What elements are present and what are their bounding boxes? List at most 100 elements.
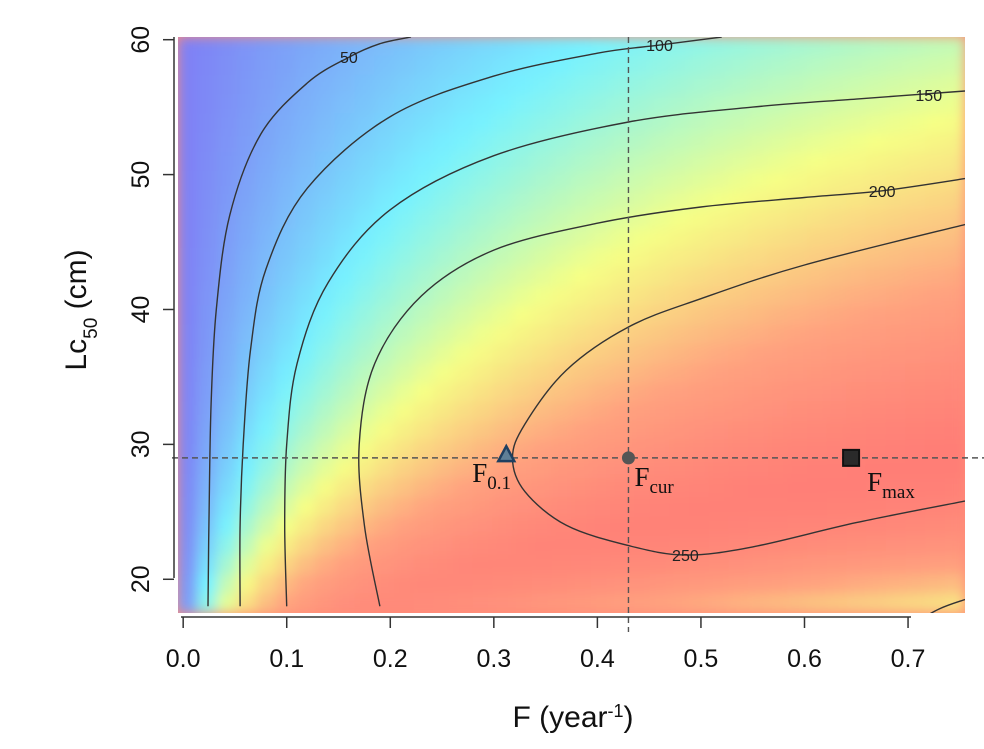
heatmap-cell: [866, 362, 887, 384]
heatmap-cell: [216, 94, 238, 115]
heatmap-cell: [216, 286, 238, 307]
heatmap-cell: [846, 113, 868, 134]
heatmap-cell: [807, 74, 828, 96]
heatmap-cell: [216, 458, 238, 480]
heatmap-cell: [630, 382, 651, 403]
heatmap-cell: [708, 151, 730, 172]
heatmap-cell: [531, 209, 553, 230]
heatmap-cell: [433, 151, 454, 172]
heatmap-cell: [826, 574, 848, 595]
heatmap-cell: [610, 228, 632, 249]
heatmap-cell: [708, 420, 730, 441]
heatmap-cell: [649, 94, 671, 115]
heatmap-cell: [354, 151, 376, 172]
heatmap-cell: [885, 401, 907, 422]
heatmap-cell: [807, 458, 828, 480]
heatmap-cell: [275, 94, 297, 115]
heatmap-cell: [649, 535, 671, 556]
heatmap-cell: [413, 535, 435, 556]
heatmap-cell: [531, 324, 553, 345]
heatmap-cell: [807, 37, 828, 57]
heatmap-cell: [689, 74, 710, 96]
heatmap-cell: [748, 170, 769, 192]
heatmap-cell: [197, 247, 218, 268]
heatmap-cell: [905, 190, 927, 211]
heatmap-cell: [354, 305, 376, 326]
heatmap-cell: [807, 420, 828, 441]
heatmap-cell: [216, 554, 238, 576]
heatmap-cell: [413, 132, 435, 153]
heatmap-cell: [728, 286, 750, 307]
heatmap-cell: [178, 37, 199, 57]
heatmap-cell: [433, 497, 454, 518]
heatmap-cell: [295, 439, 317, 460]
heatmap-cell: [649, 209, 671, 230]
heatmap-cell: [885, 286, 907, 307]
heatmap-cell: [256, 247, 277, 268]
heatmap-cell: [649, 516, 671, 537]
heatmap-cell: [216, 113, 238, 134]
heatmap-cell: [826, 55, 848, 76]
heatmap-cell: [571, 305, 592, 326]
heatmap-cell: [826, 190, 848, 211]
heatmap-cell: [866, 132, 887, 153]
heatmap-cell: [748, 190, 769, 211]
heatmap-cell: [571, 113, 592, 134]
heatmap-cell: [197, 554, 218, 576]
heatmap-cell: [256, 554, 277, 576]
heatmap-cell: [767, 458, 789, 480]
heatmap-cell: [531, 593, 553, 613]
heatmap-cell: [374, 439, 395, 460]
heatmap-cell: [748, 113, 769, 134]
heatmap-cell: [492, 420, 513, 441]
heatmap-cell: [728, 247, 750, 268]
heatmap-cell: [511, 286, 533, 307]
heatmap-cell: [689, 516, 710, 537]
heatmap-cell: [944, 382, 965, 403]
heatmap-cell: [925, 74, 946, 96]
heatmap-cell: [866, 286, 887, 307]
heatmap-cell: [728, 113, 750, 134]
heatmap-cell: [452, 401, 474, 422]
heatmap-cell: [846, 94, 868, 115]
heatmap-cell: [197, 266, 218, 288]
heatmap-cell: [256, 324, 277, 345]
heatmap-cell: [689, 458, 710, 480]
heatmap-cell: [846, 228, 868, 249]
x-tick-label: 0.7: [891, 645, 926, 673]
heatmap-cell: [925, 94, 946, 115]
heatmap-cell: [354, 478, 376, 499]
heatmap-cell: [354, 132, 376, 153]
heatmap-cell: [374, 382, 395, 403]
heatmap-cell: [767, 497, 789, 518]
heatmap-cell: [885, 94, 907, 115]
heatmap-cell: [905, 535, 927, 556]
heatmap-cell: [669, 209, 691, 230]
heatmap-cell: [354, 574, 376, 595]
heatmap-cell: [452, 37, 474, 57]
heatmap-cell: [807, 151, 828, 172]
heatmap-cell: [728, 266, 750, 288]
heatmap-cell: [433, 190, 454, 211]
heatmap-cell: [708, 362, 730, 384]
heatmap-cell: [178, 170, 199, 192]
heatmap-cell: [708, 247, 730, 268]
heatmap-cell: [413, 170, 435, 192]
heatmap-cell: [630, 401, 651, 422]
heatmap-cell: [807, 382, 828, 403]
heatmap-cell: [826, 497, 848, 518]
heatmap-cell: [413, 362, 435, 384]
heatmap-cell: [885, 170, 907, 192]
heatmap-cell: [178, 516, 199, 537]
heatmap-cell: [689, 151, 710, 172]
heatmap-cell: [905, 458, 927, 480]
heatmap-cell: [905, 170, 927, 192]
heatmap-cell: [334, 324, 356, 345]
heatmap-cell: [610, 94, 632, 115]
heatmap-cell: [885, 37, 907, 57]
heatmap-cell: [511, 516, 533, 537]
heatmap-cell: [708, 37, 730, 57]
heatmap-cell: [610, 458, 632, 480]
heatmap-cell: [610, 478, 632, 499]
heatmap-cell: [610, 497, 632, 518]
